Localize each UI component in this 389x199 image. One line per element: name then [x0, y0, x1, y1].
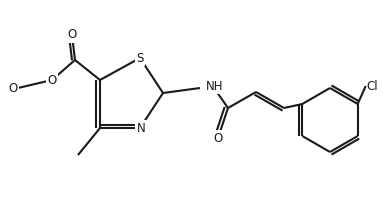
Text: O: O: [214, 132, 223, 144]
Text: O: O: [9, 82, 18, 95]
Text: NH: NH: [206, 79, 224, 93]
Text: S: S: [136, 52, 144, 64]
Text: N: N: [137, 122, 145, 135]
Text: Cl: Cl: [367, 79, 378, 93]
Text: O: O: [47, 73, 57, 87]
Text: O: O: [67, 28, 77, 42]
